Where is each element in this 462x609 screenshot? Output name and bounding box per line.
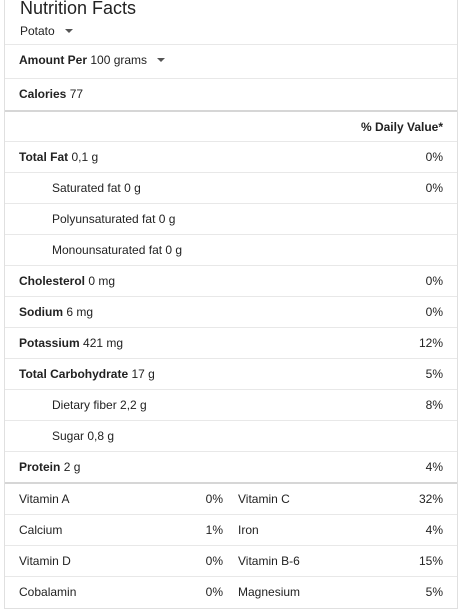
vitamin-row: Cobalamin 0% Magnesium 5% (5, 576, 457, 607)
serving-size-selector[interactable]: 100 grams (90, 53, 166, 67)
nutrient-label-group: Potassium 421 mg (19, 336, 123, 350)
vitamin-label: Vitamin A (19, 491, 70, 506)
calories-label: Calories (19, 87, 67, 101)
nutrient-label-group: Total Fat 0,1 g (19, 150, 98, 164)
amount-row: Amount Per 100 grams (5, 44, 457, 75)
nutrient-row-sugar: Sugar 0,8 g (5, 420, 457, 451)
serving-size-value: 100 grams (90, 53, 148, 67)
vitamin-pct: 5% (425, 585, 443, 599)
vitamin-pct: 32% (418, 491, 443, 506)
nutrient-row-polyunsaturated-fat: Polyunsaturated fat 0 g (5, 203, 457, 234)
amount-label: Amount Per (19, 53, 88, 67)
nutrient-value: 2 g (63, 460, 81, 474)
vitamin-label: Iron (238, 523, 259, 537)
nutrient-value: 17 g (131, 367, 155, 381)
nutrient-label-group: Monounsaturated fat 0 g (52, 243, 182, 257)
nutrient-label-group: Sugar 0,8 g (52, 429, 114, 443)
nutrient-row-total-fat: Total Fat 0,1 g 0% (5, 141, 457, 172)
vitamin-label: Calcium (19, 523, 63, 537)
nutrient-value: 0 mg (88, 274, 116, 288)
nutrient-label: Total Fat (19, 150, 69, 164)
vitamin-row: Vitamin A 0% Vitamin C 32% (5, 482, 457, 513)
nutrient-label-group: Total Carbohydrate 17 g (19, 367, 155, 381)
vitamin-label: Magnesium (238, 585, 301, 599)
nutrient-row-sodium: Sodium 6 mg 0% (5, 296, 457, 327)
nutrient-value: 0,1 g (71, 150, 99, 164)
nutrient-row-cholesterol: Cholesterol 0 mg 0% (5, 265, 457, 296)
nutrition-facts-panel: Nutrition Facts Potato Amount Per 100 gr… (4, 0, 458, 609)
vitamin-pct: 0% (205, 585, 223, 599)
nutrient-label: Sugar (52, 429, 85, 443)
panel-title: Nutrition Facts (20, 0, 137, 18)
calories-label-group: Calories 77 (19, 87, 83, 101)
daily-value-header-row: % Daily Value* (5, 110, 457, 141)
nutrient-pct: 8% (425, 398, 443, 412)
nutrient-value: 6 mg (66, 305, 94, 319)
amount-label-group: Amount Per 100 grams (19, 53, 166, 67)
nutrient-value: 0,8 g (87, 429, 115, 443)
nutrient-label: Polyunsaturated fat (52, 212, 156, 226)
caret-down-icon (64, 29, 73, 33)
vitamin-pct: 4% (425, 523, 443, 537)
nutrient-label: Total Carbohydrate (19, 367, 129, 381)
nutrient-row-saturated-fat: Saturated fat 0 g 0% (5, 172, 457, 203)
nutrient-row-monounsaturated-fat: Monounsaturated fat 0 g (5, 234, 457, 265)
nutrient-value: 0 g (158, 212, 176, 226)
nutrient-label: Sodium (19, 305, 63, 319)
nutrient-label: Potassium (19, 336, 80, 350)
nutrient-value: 0 g (165, 243, 183, 257)
nutrient-row-dietary-fiber: Dietary fiber 2,2 g 8% (5, 389, 457, 420)
nutrient-pct: 0% (425, 274, 443, 288)
food-selector[interactable]: Potato (20, 22, 73, 40)
nutrient-label: Dietary fiber (52, 398, 117, 412)
vitamin-pct: 0% (205, 554, 223, 568)
vitamin-label: Vitamin C (238, 491, 290, 506)
vitamin-label: Vitamin D (19, 554, 71, 568)
nutrient-pct: 0% (425, 181, 443, 195)
vitamin-label: Vitamin B-6 (238, 554, 300, 568)
nutrient-label: Saturated fat (52, 181, 121, 195)
nutrient-label: Cholesterol (19, 274, 86, 288)
nutrient-label-group: Protein 2 g (19, 460, 80, 474)
calories-value: 77 (69, 87, 84, 101)
nutrient-value: 2,2 g (120, 398, 147, 412)
vitamin-pct: 15% (418, 554, 443, 568)
food-name: Potato (20, 24, 55, 38)
vitamin-row: Vitamin D 0% Vitamin B-6 15% (5, 545, 457, 576)
vitamin-label: Cobalamin (19, 585, 77, 599)
daily-value-header: % Daily Value* (360, 119, 443, 134)
nutrient-label-group: Polyunsaturated fat 0 g (52, 212, 175, 226)
nutrient-label-group: Saturated fat 0 g (52, 181, 141, 195)
nutrient-value: 0 g (124, 181, 141, 195)
vitamin-pct: 1% (205, 523, 223, 537)
nutrient-pct: 0% (425, 150, 443, 164)
nutrient-label-group: Dietary fiber 2,2 g (52, 398, 147, 412)
caret-down-icon (157, 58, 166, 62)
nutrient-label: Protein (19, 460, 61, 474)
nutrient-label-group: Cholesterol 0 mg (19, 274, 115, 288)
nutrient-row-potassium: Potassium 421 mg 12% (5, 327, 457, 358)
nutrient-pct: 5% (425, 367, 443, 381)
calories-row: Calories 77 (5, 78, 457, 109)
nutrient-label: Monounsaturated fat (52, 243, 163, 257)
nutrient-row-protein: Protein 2 g 4% (5, 451, 457, 482)
nutrient-pct: 12% (418, 336, 443, 350)
nutrient-pct: 4% (425, 460, 443, 474)
nutrient-label-group: Sodium 6 mg (19, 305, 93, 319)
vitamin-pct: 0% (205, 491, 223, 506)
nutrient-pct: 0% (425, 305, 443, 319)
nutrient-row-total-carbohydrate: Total Carbohydrate 17 g 5% (5, 358, 457, 389)
vitamin-row: Calcium 1% Iron 4% (5, 514, 457, 545)
nutrient-value: 421 mg (83, 336, 124, 350)
